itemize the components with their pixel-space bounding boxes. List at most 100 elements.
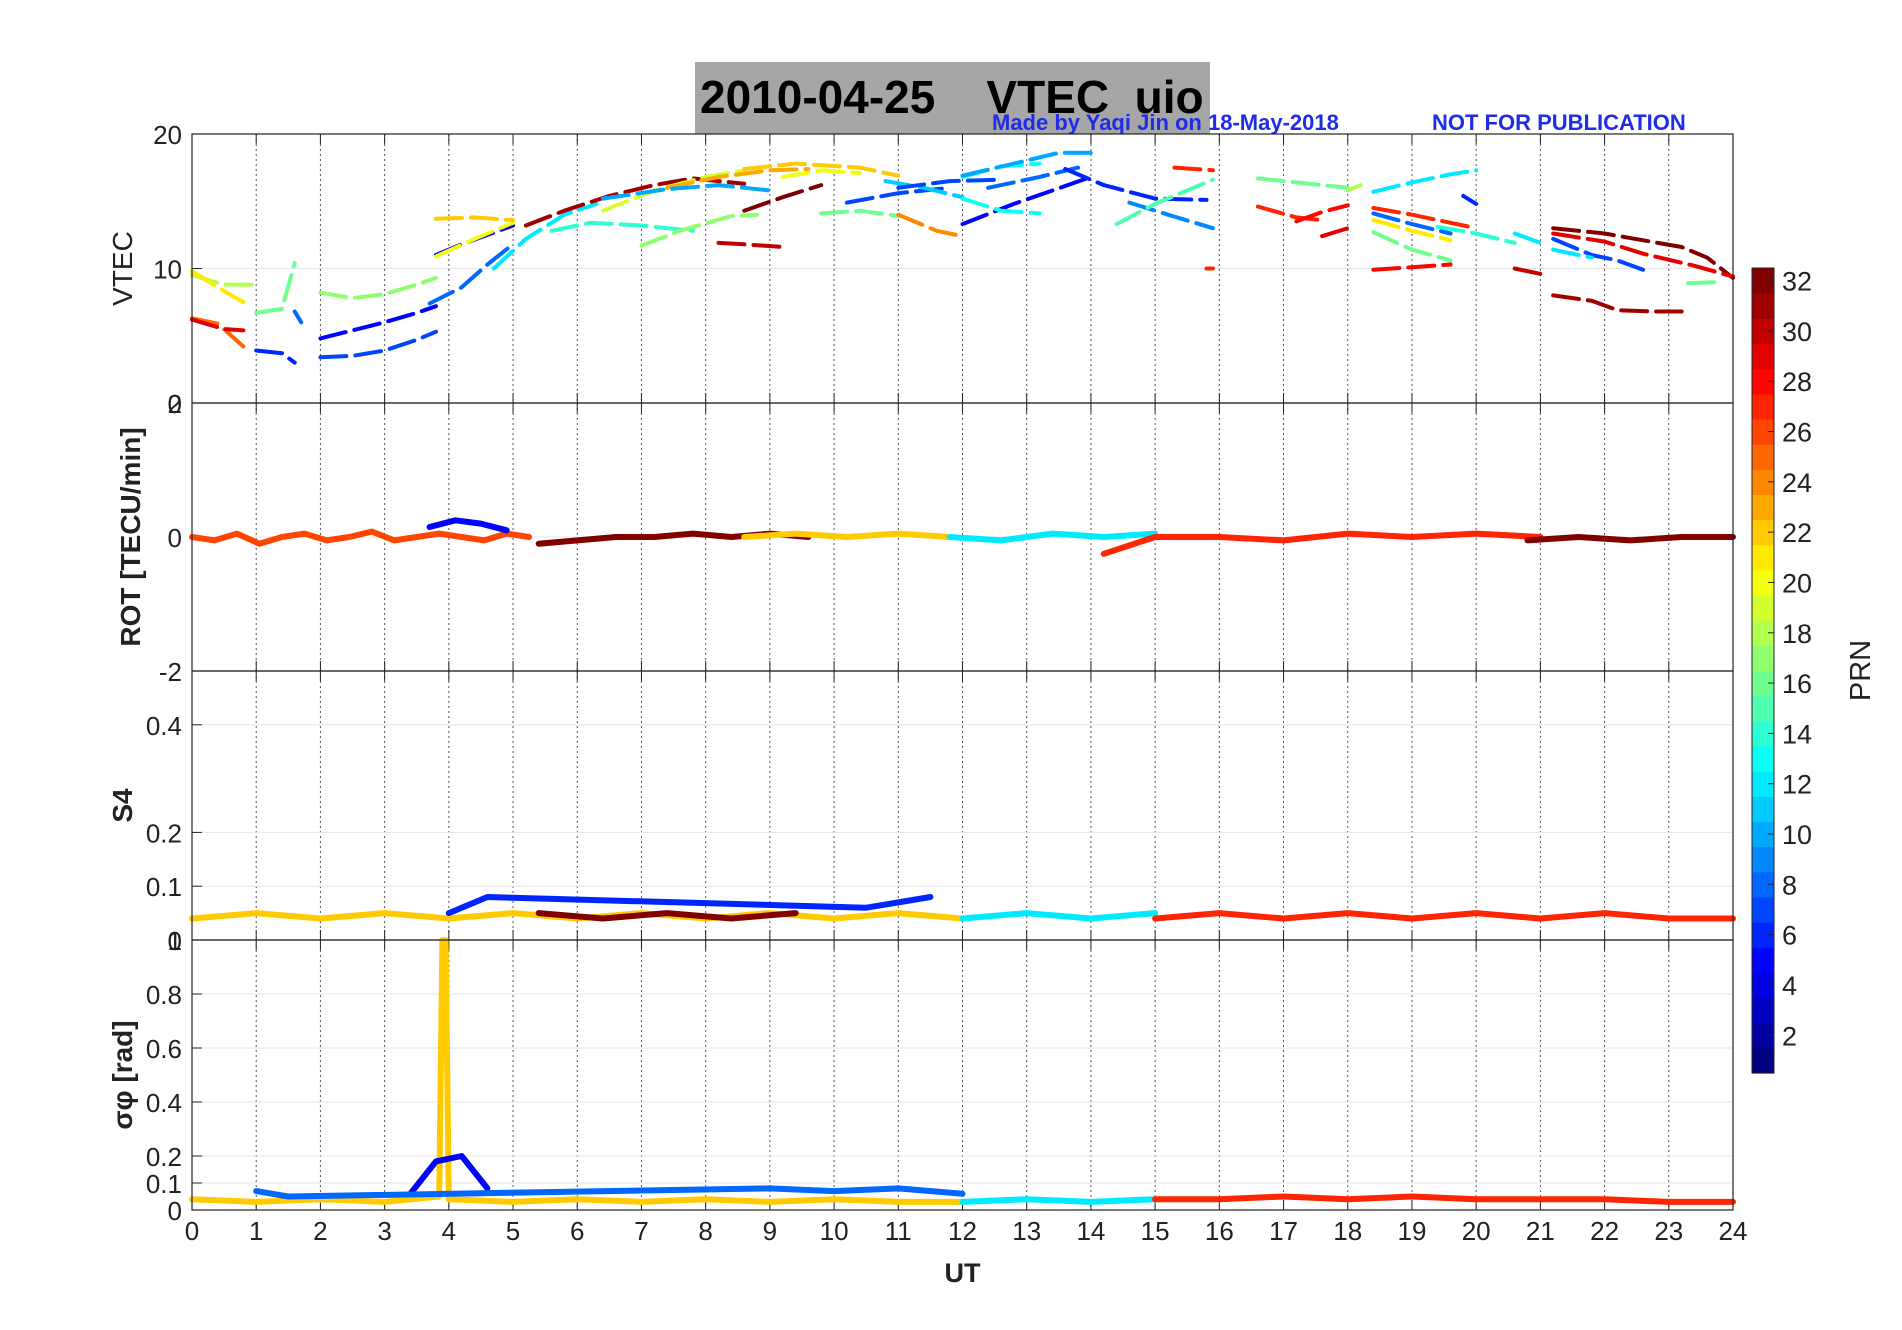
colorbar-bin [1752, 418, 1774, 445]
x-tick-label: 13 [1012, 1216, 1041, 1246]
colorbar-bin [1752, 695, 1774, 722]
series-line-prn-10 [600, 183, 772, 201]
colorbar-tick-label: 2 [1782, 1021, 1797, 1051]
colorbar-bin [1752, 997, 1774, 1024]
series-line-prn-16 [1255, 176, 1350, 190]
series-line-prn-6 [254, 348, 297, 365]
x-tick-label: 1 [249, 1216, 263, 1246]
series-line-prn-28 [1294, 203, 1350, 224]
y-tick-label: 0 [168, 926, 182, 956]
colorbar-bin [1752, 745, 1774, 772]
colorbar-tick-label: 22 [1782, 518, 1812, 548]
series-line-prn-16 [1686, 279, 1723, 286]
y-tick-label: 0 [168, 389, 182, 419]
colorbar-bin [1752, 871, 1774, 898]
x-tick-label: 5 [506, 1216, 520, 1246]
x-tick-label: 4 [442, 1216, 456, 1246]
x-tick-label: 22 [1590, 1216, 1619, 1246]
y-tick-label: 0 [168, 1196, 182, 1226]
x-tick-label: 6 [570, 1216, 584, 1246]
colorbar-tick-label: 8 [1782, 870, 1797, 900]
x-tick-label: 19 [1397, 1216, 1426, 1246]
y-axis-label: σφ [rad] [107, 1020, 138, 1129]
colorbar-bin [1752, 821, 1774, 848]
series-line-prn-29 [190, 317, 246, 333]
y-tick-label: 0.4 [146, 1088, 182, 1118]
title-background [695, 62, 1210, 134]
colorbar-bin [1752, 368, 1774, 395]
figure-title: 2010-04-25 VTEC uio [700, 71, 1204, 123]
colorbar-tick-label: 6 [1782, 921, 1797, 951]
x-tick-label: 3 [377, 1216, 391, 1246]
x-tick-label: 21 [1526, 1216, 1555, 1246]
colorbar-tick-label: 12 [1782, 770, 1812, 800]
series-line-prn-22 [742, 161, 901, 178]
x-tick-label: 23 [1654, 1216, 1683, 1246]
series-line-prn-12 [1512, 231, 1543, 245]
y-tick-label: 0.1 [146, 1169, 182, 1199]
colorbar-bin [1752, 318, 1774, 345]
series-line-prn-27 [1255, 204, 1325, 223]
colorbar-tick-label: 30 [1782, 317, 1812, 347]
colorbar-bin [1752, 343, 1774, 370]
series-line-prn-10 [960, 150, 1093, 178]
series-line-prn-7 [318, 329, 438, 360]
y-tick-label: 0.6 [146, 1034, 182, 1064]
series-line-prn-5 [426, 517, 510, 534]
y-tick-label: 0.2 [146, 818, 182, 848]
series-line-prn-12 [1371, 168, 1479, 194]
y-tick-label: 1 [168, 926, 182, 956]
colorbar-bin [1752, 595, 1774, 621]
colorbar-bin [1752, 947, 1774, 973]
colorbar-bin [1752, 293, 1774, 319]
colorbar-tick-label: 24 [1782, 468, 1812, 498]
series-line-prn-27 [1172, 165, 1215, 173]
series-line-prn-7 [896, 177, 1003, 190]
colorbar-bin [1752, 771, 1774, 797]
x-tick-label: 12 [948, 1216, 977, 1246]
x-tick-label: 15 [1141, 1216, 1170, 1246]
series-line-prn-27 [1371, 206, 1479, 231]
x-tick-label: 10 [820, 1216, 849, 1246]
colorbar-bin [1752, 444, 1774, 470]
series-line-prn-16 [1371, 230, 1453, 263]
x-tick-label: 14 [1076, 1216, 1105, 1246]
colorbar-bin [1752, 896, 1774, 923]
colorbar-bin [1752, 268, 1774, 294]
series-line-prn-31 [1551, 293, 1684, 314]
x-tick-label: 0 [185, 1216, 199, 1246]
series-line-prn-8 [427, 242, 515, 306]
series-line-prn-27 [1152, 1193, 1736, 1205]
series-line-prn-32 [742, 183, 824, 213]
y-axis-label: S4 [107, 788, 138, 823]
colorbar-bin [1752, 494, 1774, 521]
series-line-prn-18 [1345, 183, 1363, 193]
series-line-prn-13 [960, 196, 1042, 216]
series-line-prn-14 [1435, 224, 1517, 245]
colorbar-tick-label: 32 [1782, 267, 1812, 297]
series-line-prn-6 [445, 894, 934, 917]
y-tick-label: 10 [153, 255, 182, 285]
x-tick-label: 9 [763, 1216, 777, 1246]
credit-text: Made by Yaqi Jin on 18-May-2018 [992, 110, 1339, 135]
series-line-prn-9 [1127, 200, 1215, 231]
panel-vtec: 0 10 20 VTEC [107, 120, 1735, 419]
series-line-prn-30 [716, 240, 785, 249]
x-tick-label: 20 [1462, 1216, 1491, 1246]
series-line-prn-27 [1152, 910, 1736, 922]
series-line-prn-32 [1551, 226, 1735, 280]
colorbar-tick-label: 14 [1782, 719, 1812, 749]
colorbar-bin [1752, 569, 1774, 596]
series-line-prn-20 [780, 168, 862, 179]
series-line-prn-12 [1551, 247, 1594, 260]
x-tick-label: 18 [1333, 1216, 1362, 1246]
y-tick-label: 0.1 [146, 872, 182, 902]
series-line-prn-29 [1551, 231, 1735, 279]
series-line-prn-32 [535, 910, 799, 922]
series-line-prn-17 [318, 275, 438, 301]
series-line-prn-5 [960, 175, 1093, 227]
colorbar-tick-label: 20 [1782, 568, 1812, 598]
series-line-prn-29 [1320, 226, 1350, 239]
